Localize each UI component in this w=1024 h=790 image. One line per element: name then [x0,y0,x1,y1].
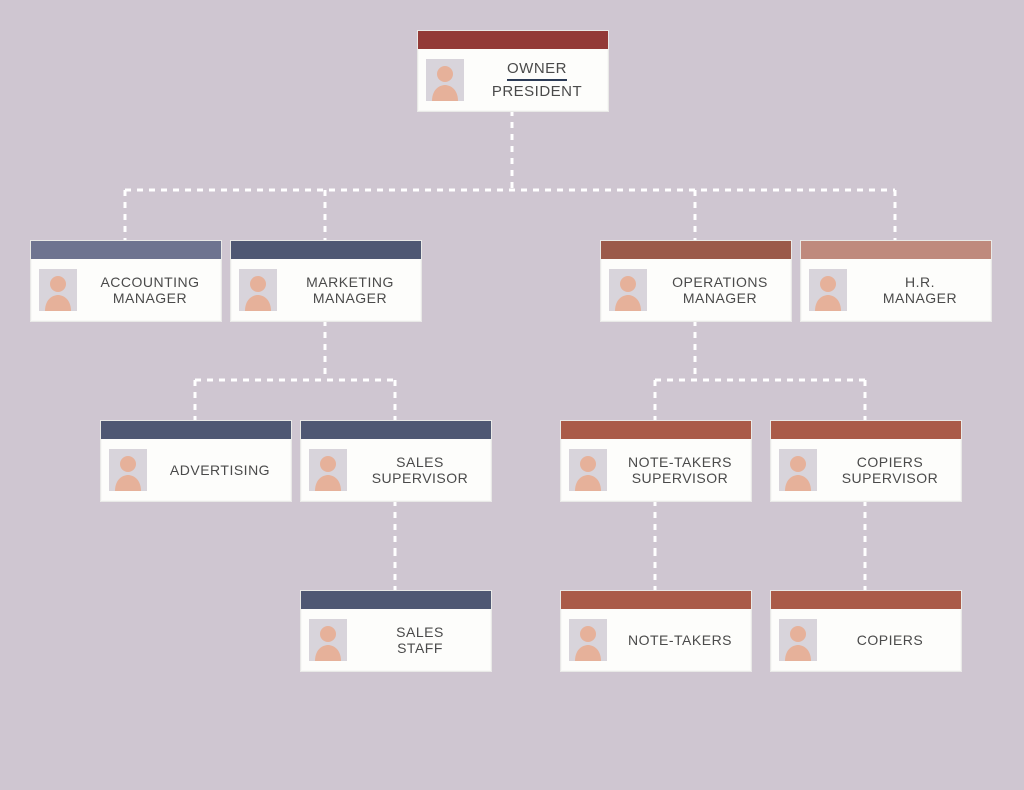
node-label: ADVERTISING [155,462,291,478]
avatar-icon [569,449,607,491]
node-label: H.R.MANAGER [855,274,991,306]
org-node-adv: ADVERTISING [100,420,292,502]
node-label-line1: OPERATIONS [672,274,768,290]
node-label-line2: SUPERVISOR [372,470,469,486]
node-label-line1: NOTE-TAKERS [628,454,732,470]
node-label-line1: SALES [396,624,444,640]
node-body: NOTE-TAKERSSUPERVISOR [561,439,751,501]
node-label-line1: MARKETING [306,274,394,290]
node-body: OPERATIONSMANAGER [601,259,791,321]
node-header [561,421,751,439]
node-label: NOTE-TAKERS [615,632,751,648]
node-label-line1: COPIERS [857,632,924,648]
node-label: ACCOUNTINGMANAGER [85,274,221,306]
node-label-line1: H.R. [905,274,935,290]
org-node-hr: H.R.MANAGER [800,240,992,322]
node-body: SALESSTAFF [301,609,491,671]
node-header [801,241,991,259]
node-header [771,421,961,439]
avatar-icon [239,269,277,311]
node-label-line2: MANAGER [313,290,387,306]
node-body: NOTE-TAKERS [561,609,751,671]
node-body: SALESSUPERVISOR [301,439,491,501]
avatar-icon [426,59,464,101]
avatar-icon [39,269,77,311]
node-header [231,241,421,259]
org-node-mkt: MARKETINGMANAGER [230,240,422,322]
org-node-copiers: COPIERS [770,590,962,672]
org-chart: OWNERPRESIDENT ACCOUNTINGMANAGER MARKETI… [0,0,1024,790]
node-label: COPIERSSUPERVISOR [825,454,961,486]
node-body: ACCOUNTINGMANAGER [31,259,221,321]
node-body: COPIERSSUPERVISOR [771,439,961,501]
node-label-line2: MANAGER [113,290,187,306]
avatar-icon [309,449,347,491]
node-body: ADVERTISING [101,439,291,501]
avatar-icon [309,619,347,661]
node-label: MARKETINGMANAGER [285,274,421,306]
org-node-root: OWNER PRESIDENT [417,30,609,112]
org-node-ops: OPERATIONSMANAGER [600,240,792,322]
node-header [418,31,608,49]
node-body: MARKETINGMANAGER [231,259,421,321]
node-label: OWNER PRESIDENT [472,60,608,101]
avatar-icon [609,269,647,311]
node-header [771,591,961,609]
avatar-icon [109,449,147,491]
node-label-line2: SUPERVISOR [632,470,729,486]
node-label-line1: ADVERTISING [170,462,270,478]
node-label-line1: SALES [396,454,444,470]
node-label: SALESSUPERVISOR [355,454,491,486]
node-label-line1: OWNER [507,60,567,81]
node-label-line1: NOTE-TAKERS [628,632,732,648]
avatar-icon [809,269,847,311]
avatar-icon [779,619,817,661]
node-body: H.R.MANAGER [801,259,991,321]
node-label: COPIERS [825,632,961,648]
node-label-line2: SUPERVISOR [842,470,939,486]
node-header [301,421,491,439]
node-header [601,241,791,259]
node-body: COPIERS [771,609,961,671]
node-label: NOTE-TAKERSSUPERVISOR [615,454,751,486]
org-node-noteSup: NOTE-TAKERSSUPERVISOR [560,420,752,502]
node-header [301,591,491,609]
org-node-salesStaff: SALESSTAFF [300,590,492,672]
org-node-salesSup: SALESSUPERVISOR [300,420,492,502]
node-body: OWNER PRESIDENT [418,49,608,111]
org-node-copSup: COPIERSSUPERVISOR [770,420,962,502]
node-header [561,591,751,609]
node-label: SALESSTAFF [355,624,491,656]
node-label-line2: MANAGER [683,290,757,306]
node-label-line1: ACCOUNTING [100,274,199,290]
org-node-acct: ACCOUNTINGMANAGER [30,240,222,322]
node-label-line2: MANAGER [883,290,957,306]
node-label: OPERATIONSMANAGER [655,274,791,306]
node-label-line1: COPIERS [857,454,924,470]
avatar-icon [779,449,817,491]
avatar-icon [569,619,607,661]
node-label-line2: STAFF [397,640,443,656]
node-header [101,421,291,439]
org-node-noteTakers: NOTE-TAKERS [560,590,752,672]
node-header [31,241,221,259]
node-label-line2: PRESIDENT [492,83,582,100]
